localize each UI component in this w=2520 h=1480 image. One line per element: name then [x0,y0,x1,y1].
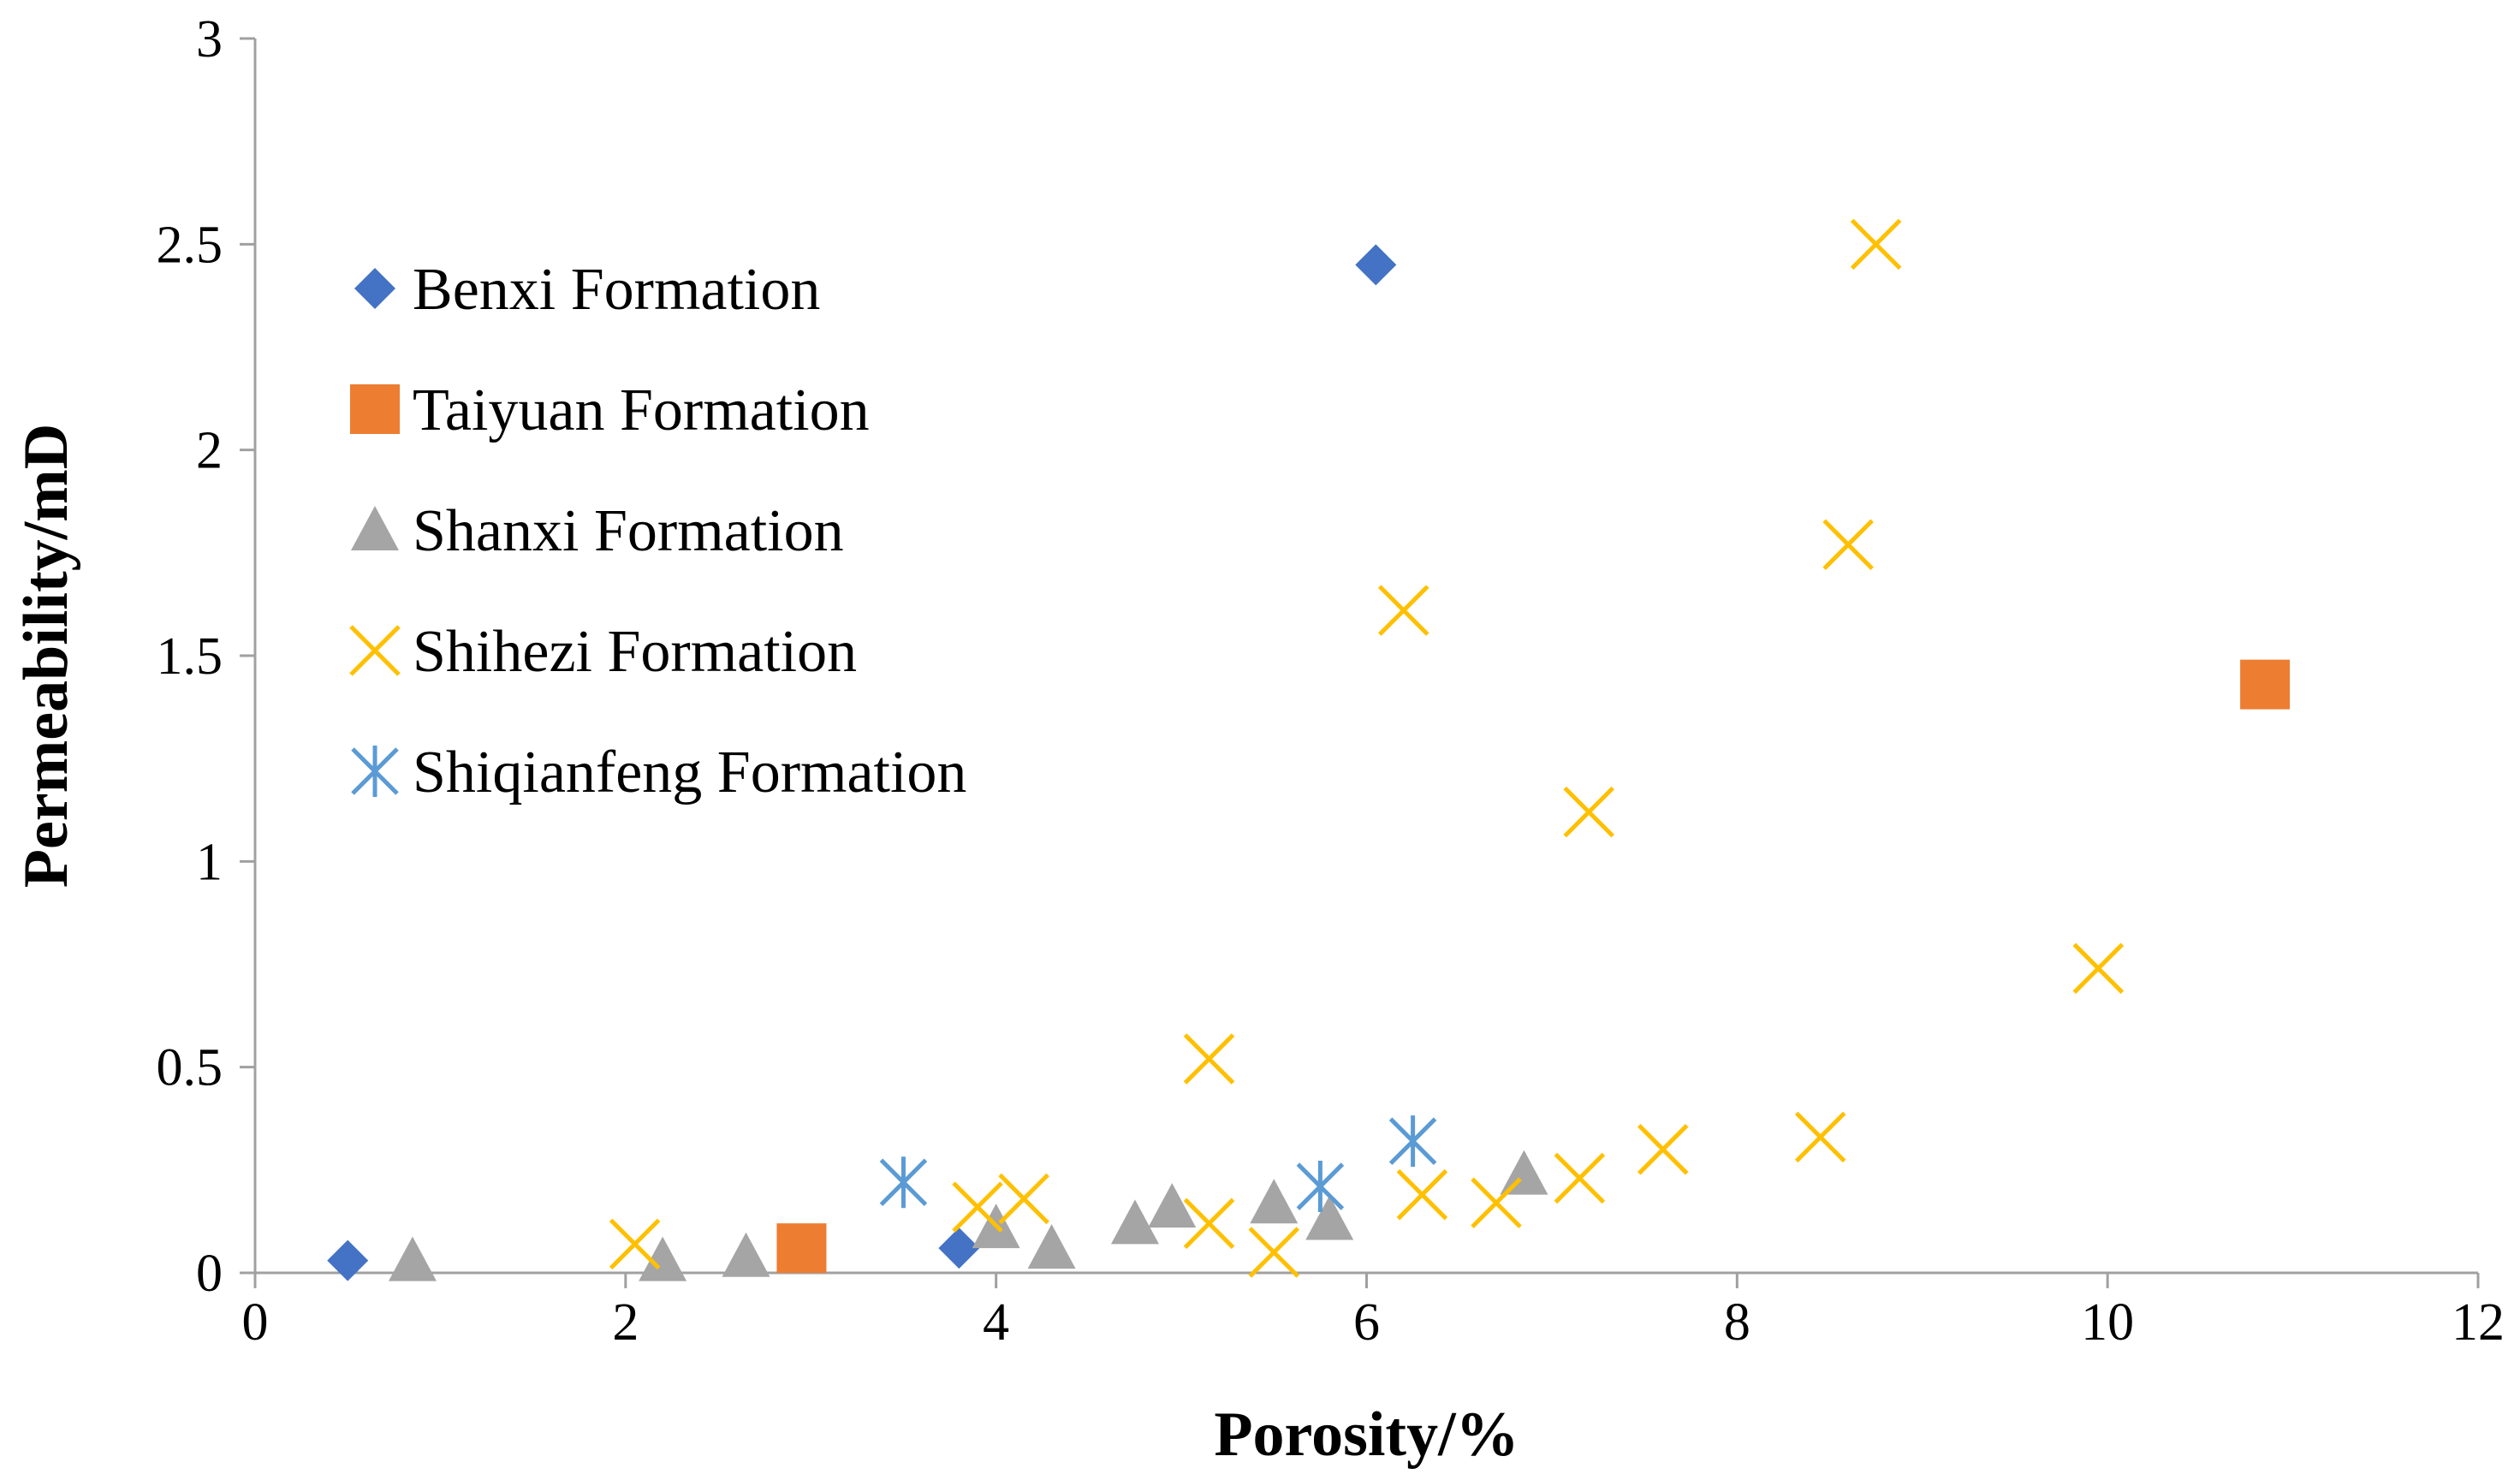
shiqianfeng-point [1296,1161,1345,1213]
shanxi-point [1250,1179,1299,1224]
shiqianfeng-legend-marker [351,746,399,797]
benxi-point [327,1239,369,1281]
shihezi-point [1637,1124,1689,1175]
shihezi-point [1822,519,1874,570]
taiyuan-point [2240,659,2291,710]
x-tick-label: 0 [242,1293,269,1352]
shanxi-point [639,1236,687,1281]
shanxi-point [1027,1224,1076,1269]
y-tick-label: 1.5 [157,627,223,686]
shihezi-point [1396,1168,1448,1221]
shihezi-point [1554,1152,1606,1204]
shanxi-legend-marker [351,506,399,550]
taiyuan-point [776,1223,827,1274]
shanxi-point [1110,1199,1159,1245]
benxi-point [938,1227,980,1269]
taiyuan-legend-label: Taiyuan Formation [413,377,870,443]
x-tick-label: 12 [2452,1293,2505,1352]
y-tick-label: 0 [196,1245,223,1303]
shiqianfeng-point [879,1156,928,1209]
shihezi-legend-label: Shihezi Formation [413,619,857,685]
x-tick-label: 2 [612,1293,639,1352]
benxi-legend-marker [354,268,395,309]
benxi-legend-label: Benxi Formation [413,257,820,323]
shanxi-point [1305,1195,1354,1240]
y-axis-title: Permeability/mD [11,424,81,889]
shihezi-legend-marker [349,625,401,676]
y-tick-label: 3 [196,10,223,68]
shihezi-point [952,1181,1003,1233]
shihezi-point [609,1218,661,1270]
shiqianfeng-legend-label: Shiqianfeng Formation [413,740,966,805]
shihezi-point [1794,1111,1846,1163]
x-tick-label: 8 [1724,1293,1750,1352]
x-tick-label: 4 [983,1293,1009,1352]
shihezi-point [1248,1227,1300,1278]
x-tick-label: 6 [1353,1293,1380,1352]
shihezi-point [2072,942,2125,995]
x-axis-title: Porosity/% [1214,1400,1519,1470]
y-tick-label: 0.5 [157,1039,223,1097]
shihezi-point [1378,585,1429,636]
shanxi-legend-label: Shanxi Formation [413,498,844,564]
x-tick-label: 10 [2081,1293,2134,1352]
shihezi-point [1183,1033,1235,1085]
shihezi-point [1471,1177,1522,1229]
benxi-point [1355,244,1397,286]
shihezi-point [1183,1198,1235,1250]
shanxi-point [1500,1150,1548,1195]
y-tick-label: 2.5 [157,216,223,274]
shanxi-point [388,1236,437,1281]
shihezi-point [1563,786,1614,838]
shiqianfeng-point [1388,1115,1437,1168]
taiyuan-legend-marker [350,384,400,434]
shanxi-point [722,1232,770,1277]
shihezi-point [998,1173,1049,1225]
shanxi-point [1148,1183,1197,1228]
y-tick-label: 2 [196,422,223,480]
shihezi-point [1850,218,1902,270]
y-tick-label: 1 [196,833,223,891]
